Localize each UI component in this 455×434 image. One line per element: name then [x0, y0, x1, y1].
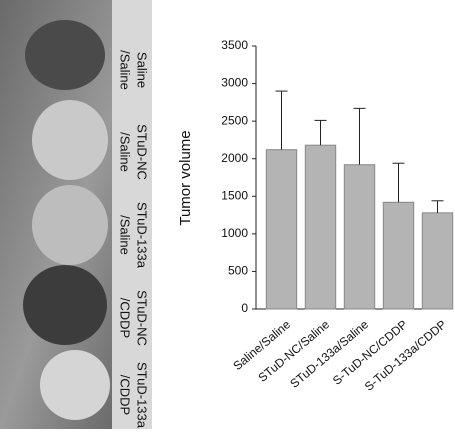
tumor-photo [25, 20, 105, 90]
panel-label: STuD-NC [135, 290, 150, 346]
y-tick-label: 2500 [221, 113, 248, 127]
panel-label: /Saline [118, 132, 133, 172]
tumor-photo [23, 265, 107, 345]
y-tick-label: 1000 [221, 226, 248, 240]
panel-label: Saline [135, 52, 150, 88]
figure: Saline/SalineSTuD-NC/SalineSTuD-133a/Sal… [0, 0, 455, 429]
chart: Tumor volume 0 500 1000 1500 2000 2500 3000 350… [177, 38, 453, 394]
y-tick-label: 500 [228, 264, 248, 278]
panel-label: /CDDP [118, 375, 133, 415]
bar [266, 150, 296, 309]
y-tick-label: 3500 [221, 38, 248, 52]
y-tick-label: 2000 [221, 151, 248, 165]
bar [422, 213, 452, 309]
bar [344, 165, 374, 309]
y-tick-label: 3000 [221, 76, 248, 90]
tumor-photo [32, 185, 108, 265]
y-tick-label: 0 [241, 301, 248, 315]
panel-label: STuD-NC [135, 124, 150, 180]
tumor-photo [40, 350, 110, 420]
panel-label: /Saline [118, 215, 133, 255]
bar [305, 145, 335, 309]
panel-label: STuD-133a [135, 202, 150, 269]
panel-label: /CDDP [118, 298, 133, 338]
bar [383, 202, 413, 309]
panel-label: /Saline [118, 50, 133, 90]
page: Saline/SalineSTuD-NC/SalineSTuD-133a/Sal… [0, 0, 455, 434]
y-axis-label: Tumor volume [177, 130, 194, 225]
panel-label: STuD-133a [135, 362, 150, 429]
y-tick-label: 1500 [221, 188, 248, 202]
tumor-photo [32, 100, 108, 180]
